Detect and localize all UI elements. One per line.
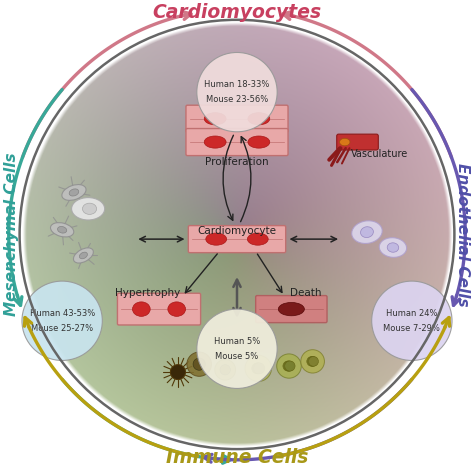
Text: Proliferation: Proliferation <box>205 157 269 167</box>
Circle shape <box>220 365 230 375</box>
Ellipse shape <box>82 203 97 214</box>
Circle shape <box>254 363 265 374</box>
Circle shape <box>215 360 236 380</box>
Ellipse shape <box>204 136 226 148</box>
Text: Death: Death <box>290 288 321 298</box>
Circle shape <box>170 365 185 380</box>
Text: Immune Cells: Immune Cells <box>166 448 308 467</box>
Circle shape <box>193 358 205 370</box>
Text: Human 43-53%: Human 43-53% <box>29 309 95 318</box>
Circle shape <box>284 361 294 371</box>
Text: Human 24%: Human 24% <box>386 309 438 318</box>
Text: Endothelial Cells: Endothelial Cells <box>456 163 470 306</box>
FancyBboxPatch shape <box>188 226 286 253</box>
Circle shape <box>245 355 272 382</box>
Circle shape <box>187 352 211 376</box>
Text: Human 18-33%: Human 18-33% <box>204 80 270 89</box>
Ellipse shape <box>379 238 407 258</box>
Ellipse shape <box>352 221 382 243</box>
Circle shape <box>301 350 324 373</box>
Ellipse shape <box>387 243 399 252</box>
Text: Cardiomyocytes: Cardiomyocytes <box>153 3 321 22</box>
Text: Hypertrophy: Hypertrophy <box>115 288 180 298</box>
Text: Human 5%: Human 5% <box>214 337 260 346</box>
Ellipse shape <box>339 138 350 146</box>
Ellipse shape <box>73 248 93 263</box>
Circle shape <box>285 361 295 371</box>
Ellipse shape <box>80 252 87 259</box>
Ellipse shape <box>248 136 270 148</box>
Ellipse shape <box>62 185 86 200</box>
Ellipse shape <box>168 302 185 316</box>
Ellipse shape <box>57 227 67 233</box>
Circle shape <box>283 361 293 371</box>
Text: Mouse 5%: Mouse 5% <box>215 352 259 361</box>
FancyBboxPatch shape <box>118 293 201 325</box>
Circle shape <box>308 356 318 366</box>
Circle shape <box>197 53 277 132</box>
Text: Mesenchymal Cells: Mesenchymal Cells <box>4 153 18 316</box>
Circle shape <box>22 281 102 360</box>
Ellipse shape <box>133 302 150 316</box>
Circle shape <box>252 363 263 374</box>
Circle shape <box>307 356 317 366</box>
FancyBboxPatch shape <box>186 105 288 132</box>
Ellipse shape <box>361 227 374 237</box>
Ellipse shape <box>278 302 304 316</box>
Circle shape <box>277 354 301 378</box>
FancyBboxPatch shape <box>186 128 288 156</box>
Circle shape <box>253 363 264 374</box>
Ellipse shape <box>69 189 79 196</box>
Text: Cardiomyocyte: Cardiomyocyte <box>198 226 276 236</box>
Circle shape <box>309 356 319 366</box>
Ellipse shape <box>206 233 227 245</box>
FancyBboxPatch shape <box>337 134 378 150</box>
Text: Mouse 7-29%: Mouse 7-29% <box>383 324 440 333</box>
Ellipse shape <box>72 197 105 220</box>
Ellipse shape <box>204 113 226 125</box>
Circle shape <box>372 281 452 360</box>
FancyBboxPatch shape <box>255 296 327 322</box>
Text: Mouse 23-56%: Mouse 23-56% <box>206 95 268 104</box>
Ellipse shape <box>248 113 270 125</box>
Text: Mouse 25-27%: Mouse 25-27% <box>31 324 93 333</box>
Text: Vasculature: Vasculature <box>350 149 408 159</box>
Circle shape <box>197 309 277 388</box>
Ellipse shape <box>51 223 74 237</box>
Ellipse shape <box>247 233 268 245</box>
